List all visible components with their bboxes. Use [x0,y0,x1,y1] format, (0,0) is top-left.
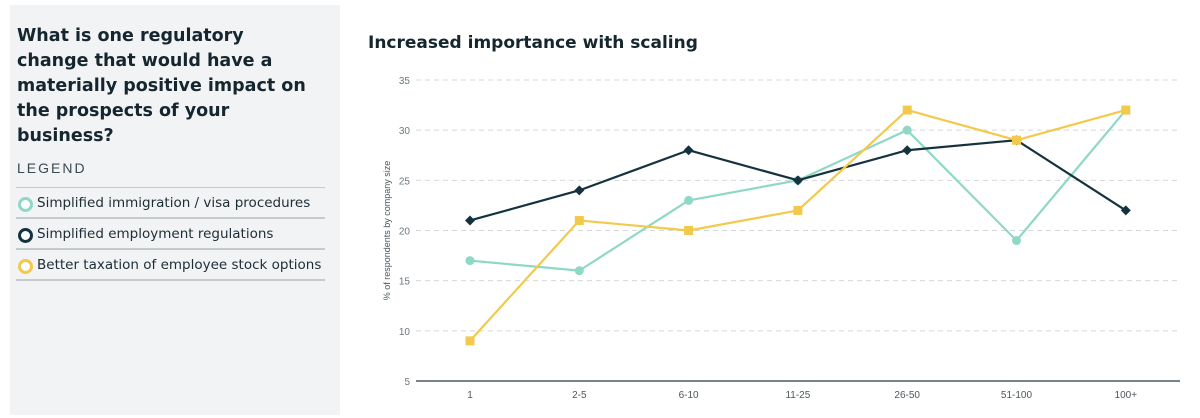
data-point [465,336,475,346]
y-axis-label: % of respondents by company size [382,161,392,301]
x-tick-label: 100+ [1115,390,1138,401]
data-point [465,256,475,266]
x-tick-label: 26-50 [894,390,920,401]
data-point [902,145,913,156]
side-panel [10,5,340,415]
legend: Simplified immigration / visa procedures… [16,187,325,281]
x-tick-label: 11-25 [785,390,810,401]
data-point [902,125,912,135]
x-tick-label: 6-10 [679,390,699,401]
legend-item-employment: Simplified employment regulations [16,219,325,250]
legend-marker-icon [18,259,33,274]
data-point [574,266,584,276]
y-tick-label: 5 [404,377,410,388]
data-point [792,175,803,186]
data-point [683,145,694,156]
data-point [1121,105,1131,115]
y-tick-label: 10 [399,327,411,338]
data-point [1012,236,1021,246]
legend-marker-icon [18,228,33,243]
data-point [793,205,803,215]
y-tick-label: 20 [399,227,411,238]
legend-title: LEGEND [17,160,87,176]
data-point [902,105,912,115]
x-tick-label: 2-5 [572,390,587,401]
x-tick-label: 51-100 [1001,390,1033,401]
y-tick-label: 30 [399,126,411,137]
legend-item-stock-options: Better taxation of employee stock option… [16,250,325,281]
data-point [574,185,585,196]
y-tick-label: 15 [399,277,411,288]
survey-question: What is one regulatory change that would… [17,26,306,146]
legend-label: Simplified employment regulations [37,226,274,242]
x-tick-label: 1 [467,390,473,401]
y-tick-label: 25 [399,176,411,187]
chart-title: Increased importance with scaling [368,33,698,53]
series-line [469,108,1127,342]
data-point [465,215,475,226]
data-point [1120,205,1131,216]
data-point [1012,135,1021,145]
data-point [684,226,694,235]
y-tick-label: 35 [399,76,411,87]
legend-label: Simplified immigration / visa procedures [37,195,311,211]
legend-marker-icon [18,197,33,212]
data-point [684,195,694,205]
legend-item-immigration: Simplified immigration / visa procedures [16,188,325,219]
legend-label: Better taxation of employee stock option… [37,257,322,273]
series-line [469,109,1127,272]
data-point [574,215,584,225]
